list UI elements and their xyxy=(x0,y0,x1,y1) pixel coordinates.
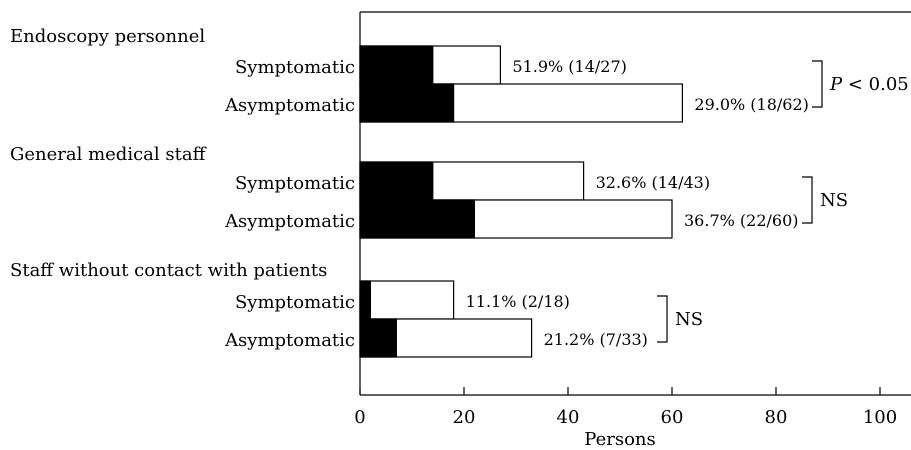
significance-bracket-1 xyxy=(812,60,823,108)
group-3-asymptomatic-value-label: 21.2% (7/33) xyxy=(544,330,648,349)
x-tick-label-60: 60 xyxy=(661,407,684,428)
group-2-symptomatic-value-label: 32.6% (14/43) xyxy=(596,173,711,192)
significance-label-2: NS xyxy=(820,190,848,211)
significance-bracket-3 xyxy=(657,295,668,343)
x-tick-label-80: 80 xyxy=(765,407,788,428)
group-1-asymptomatic-value-label: 29.0% (18/62) xyxy=(694,95,809,114)
group-title-2: General medical staff xyxy=(10,144,207,165)
x-tick-label-0: 0 xyxy=(354,407,365,428)
group-1-symptomatic-positive-bar xyxy=(359,45,434,85)
group-3-symptomatic-value-label: 11.1% (2/18) xyxy=(466,292,570,311)
group-1-asymptomatic-positive-bar xyxy=(359,83,455,123)
group-2-asymptomatic-value-label: 36.7% (22/60) xyxy=(684,211,799,230)
group-1-symptomatic-value-label: 51.9% (14/27) xyxy=(512,57,627,76)
x-tick-label-40: 40 xyxy=(557,407,580,428)
group-1-asymptomatic-label: Asymptomatic xyxy=(224,95,355,116)
x-axis-label: Persons xyxy=(584,429,655,450)
group-2-asymptomatic-positive-bar xyxy=(359,199,476,239)
group-3-asymptomatic-label: Asymptomatic xyxy=(224,330,355,351)
x-tick-label-100: 100 xyxy=(863,407,897,428)
group-title-3: Staff without contact with patients xyxy=(10,260,327,281)
group-1-symptomatic-label: Symptomatic xyxy=(235,57,355,78)
group-3-symptomatic-total-bar xyxy=(359,280,455,320)
group-title-1: Endoscopy personnel xyxy=(10,26,205,47)
x-tick-label-20: 20 xyxy=(453,407,476,428)
group-3-asymptomatic-positive-bar xyxy=(359,318,398,358)
group-3-symptomatic-positive-bar xyxy=(359,280,371,320)
significance-bracket-2 xyxy=(802,176,813,224)
significance-label-1: P < 0.05 xyxy=(829,74,909,95)
group-2-symptomatic-positive-bar xyxy=(359,161,434,201)
group-3-symptomatic-label: Symptomatic xyxy=(235,292,355,313)
significance-label-3: NS xyxy=(675,309,703,330)
group-2-asymptomatic-label: Asymptomatic xyxy=(224,211,355,232)
group-2-symptomatic-label: Symptomatic xyxy=(235,173,355,194)
